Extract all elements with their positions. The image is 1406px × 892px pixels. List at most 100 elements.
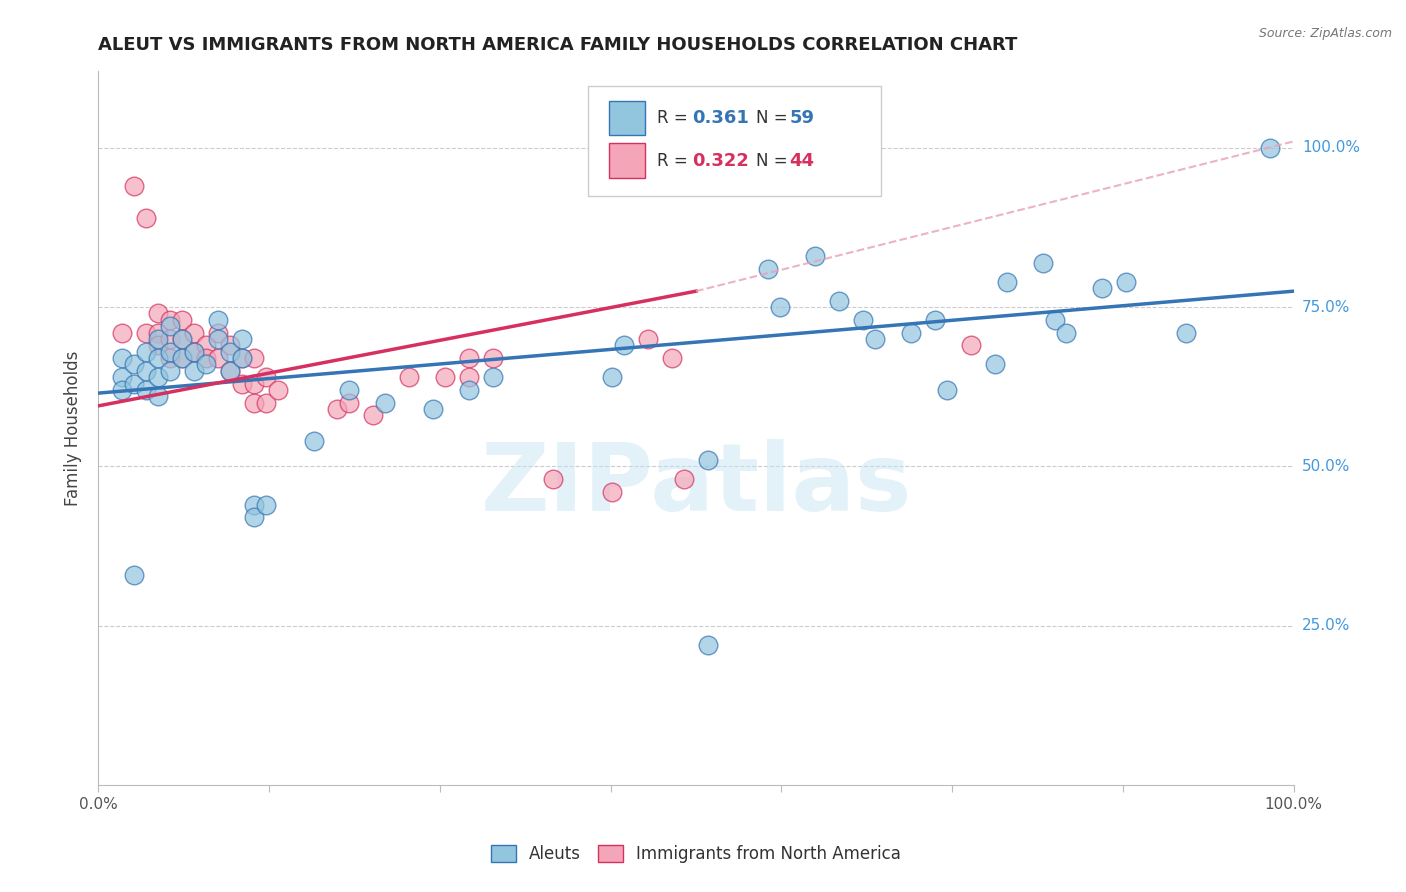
Point (1054, 326, 1078, 340)
Point (159, 364, 181, 378)
Point (219, 344, 242, 359)
Point (337, 383, 360, 397)
Point (267, 383, 290, 397)
Point (481, 370, 505, 384)
Point (1091, 281, 1114, 295)
Point (183, 326, 205, 340)
Point (135, 364, 157, 378)
Point (1043, 313, 1066, 327)
Point (243, 510, 266, 524)
Point (600, 370, 623, 384)
Point (159, 344, 181, 359)
Point (124, 376, 146, 391)
Point (124, 179, 146, 194)
Point (541, 472, 564, 486)
Point (828, 293, 851, 308)
Point (1258, 141, 1281, 155)
Point (183, 364, 205, 378)
Point (172, 313, 194, 327)
Point (302, 434, 325, 448)
Text: 100.0%: 100.0% (1302, 140, 1360, 155)
Point (135, 211, 157, 225)
Point (207, 332, 229, 346)
Point (398, 370, 420, 384)
Point (458, 351, 481, 365)
Point (231, 376, 253, 391)
Point (756, 261, 779, 276)
Point (661, 351, 683, 365)
Point (148, 306, 170, 320)
Point (243, 395, 266, 409)
Point (983, 358, 1005, 372)
Point (183, 344, 205, 359)
Point (433, 370, 456, 384)
Text: 0.322: 0.322 (692, 152, 749, 169)
Point (243, 351, 266, 365)
Point (194, 338, 217, 352)
Point (600, 484, 623, 499)
Point (111, 383, 134, 397)
Text: 50.0%: 50.0% (1302, 458, 1350, 474)
Text: R =: R = (657, 109, 693, 127)
Point (995, 275, 1018, 289)
Text: 44: 44 (789, 152, 814, 169)
Point (159, 351, 181, 365)
FancyBboxPatch shape (609, 101, 644, 135)
Point (481, 351, 505, 365)
Point (194, 351, 217, 365)
Point (254, 498, 277, 512)
Point (363, 409, 385, 423)
Point (172, 351, 194, 365)
Point (1032, 255, 1054, 269)
Point (804, 249, 827, 263)
Point (172, 332, 194, 346)
Point (337, 395, 360, 409)
Point (148, 326, 170, 340)
Point (219, 364, 242, 378)
Point (219, 338, 242, 352)
Text: N =: N = (756, 152, 793, 169)
Text: 0.361: 0.361 (692, 109, 749, 127)
Point (697, 638, 720, 652)
Point (243, 376, 266, 391)
Point (254, 370, 277, 384)
Point (768, 300, 790, 314)
Point (924, 313, 946, 327)
Point (231, 351, 253, 365)
Point (852, 313, 875, 327)
Point (148, 332, 170, 346)
Point (194, 358, 217, 372)
Point (172, 351, 194, 365)
Point (159, 319, 181, 334)
Point (900, 326, 922, 340)
Point (111, 351, 134, 365)
Point (637, 332, 659, 346)
Point (135, 383, 157, 397)
Point (135, 344, 157, 359)
Y-axis label: Family Households: Family Households (65, 351, 83, 506)
Point (183, 344, 205, 359)
Point (935, 383, 957, 397)
Point (148, 351, 170, 365)
Point (374, 395, 396, 409)
Point (172, 332, 194, 346)
Point (124, 567, 146, 582)
Point (207, 326, 229, 340)
FancyBboxPatch shape (588, 86, 882, 196)
Text: 75.0%: 75.0% (1302, 300, 1350, 315)
Point (863, 332, 886, 346)
Point (148, 370, 170, 384)
Text: 59: 59 (789, 109, 814, 127)
Point (326, 402, 349, 417)
Point (613, 338, 636, 352)
Point (231, 332, 253, 346)
Point (111, 370, 134, 384)
Text: R =: R = (657, 152, 693, 169)
Text: 25.0%: 25.0% (1302, 618, 1350, 633)
Point (159, 313, 181, 327)
Point (1175, 326, 1198, 340)
Point (458, 383, 481, 397)
Point (1115, 275, 1137, 289)
Point (697, 453, 720, 467)
Point (422, 402, 444, 417)
